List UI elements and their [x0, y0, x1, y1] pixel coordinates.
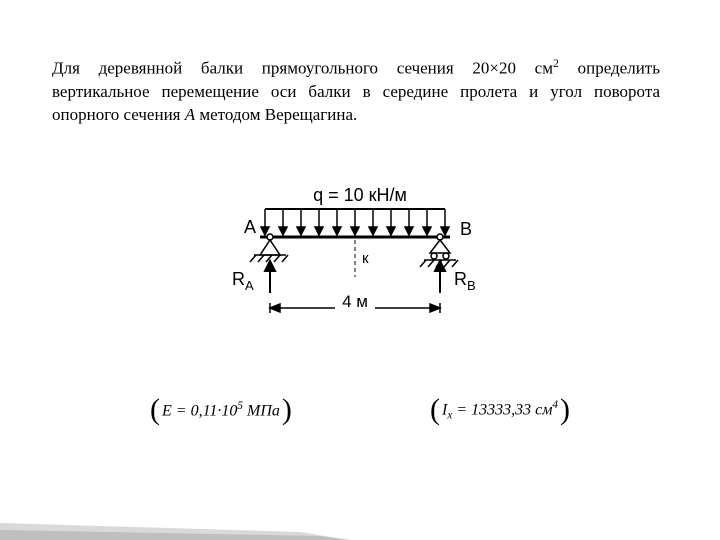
- label-b: B: [460, 219, 472, 239]
- beam-svg: q = 10 кН/м A B: [220, 185, 500, 335]
- decor-stripe: [0, 520, 350, 540]
- text-line3b: методом Верещагина.: [195, 105, 357, 124]
- paren-open-icon: (: [430, 395, 440, 425]
- reaction-ra: [265, 261, 275, 293]
- text-line3a: опорного сечения: [52, 105, 185, 124]
- formula-e: ( E = 0,11·105 МПа ): [150, 395, 292, 425]
- text-line2: вертикальное перемещение оси балки в сер…: [52, 82, 660, 101]
- label-a: A: [244, 217, 256, 237]
- mid-label: к: [362, 250, 369, 267]
- e-eq: = 0,11·10: [172, 402, 238, 419]
- paren-close-icon: ): [282, 395, 292, 425]
- problem-statement: Для деревянной балки прямоугольного сече…: [52, 55, 660, 126]
- text-line3italic: A: [185, 105, 195, 124]
- formulas-row: ( E = 0,11·105 МПа ) ( Ix = 13333,33 см4…: [150, 395, 570, 425]
- beam-diagram: q = 10 кН/м A B: [220, 185, 500, 335]
- text-line1b: определить: [559, 59, 660, 78]
- paren-close-icon: ): [560, 395, 570, 425]
- load-label: q = 10 кН/м: [313, 185, 407, 205]
- e-unit: МПа: [243, 402, 280, 419]
- label-ra: RA: [232, 269, 254, 293]
- load-arrows: [261, 209, 449, 235]
- span-label: 4 м: [342, 292, 368, 311]
- label-rb: RB: [454, 269, 476, 293]
- i-eq: = 13333,33 см: [452, 401, 552, 418]
- formula-i: ( Ix = 13333,33 см4 ): [430, 395, 570, 425]
- text-line1a: Для деревянной балки прямоугольного сече…: [52, 59, 553, 78]
- i-exp: 4: [552, 399, 558, 411]
- paren-open-icon: (: [150, 395, 160, 425]
- e-var: E: [162, 402, 172, 419]
- reaction-rb: [435, 261, 445, 293]
